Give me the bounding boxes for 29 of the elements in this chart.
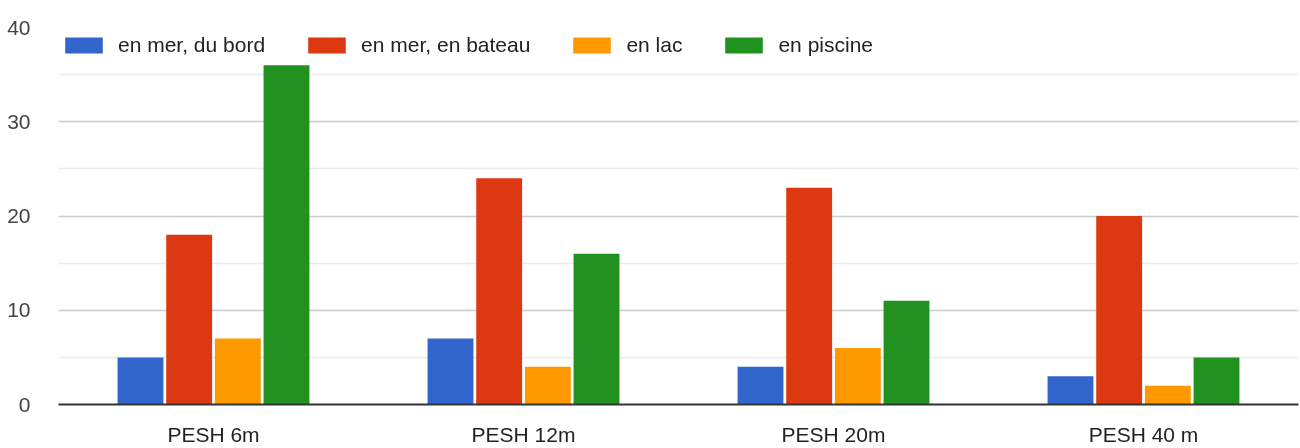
bar [1144,385,1191,405]
bar [263,65,310,405]
bar [786,187,833,405]
legend-label: en mer, du bord [118,33,266,57]
legend-label: en lac [626,33,683,57]
bar [214,338,261,405]
bar [834,347,881,405]
bar [476,178,523,405]
bar [117,357,164,405]
legend-label: en mer, en bateau [361,33,531,57]
bar [883,300,930,405]
bar [1047,376,1094,405]
legend-label: en piscine [778,33,873,57]
bar [737,366,784,405]
y-tick-label: 30 [7,109,31,133]
y-tick-label: 20 [7,204,31,227]
bar [1193,357,1240,405]
y-tick-label: 40 [7,15,31,39]
bar [524,366,571,405]
x-tick-label: PESH 20m [781,422,886,446]
bar [1096,216,1143,405]
bar [166,234,213,405]
x-tick-label: PESH 40 m [1088,422,1199,446]
y-tick-label: 10 [7,298,31,322]
bar [427,338,474,405]
bar [573,253,620,405]
y-tick-label: 0 [18,392,31,416]
x-tick-label: PESH 6m [167,422,260,446]
x-tick-label: PESH 12m [471,422,576,446]
